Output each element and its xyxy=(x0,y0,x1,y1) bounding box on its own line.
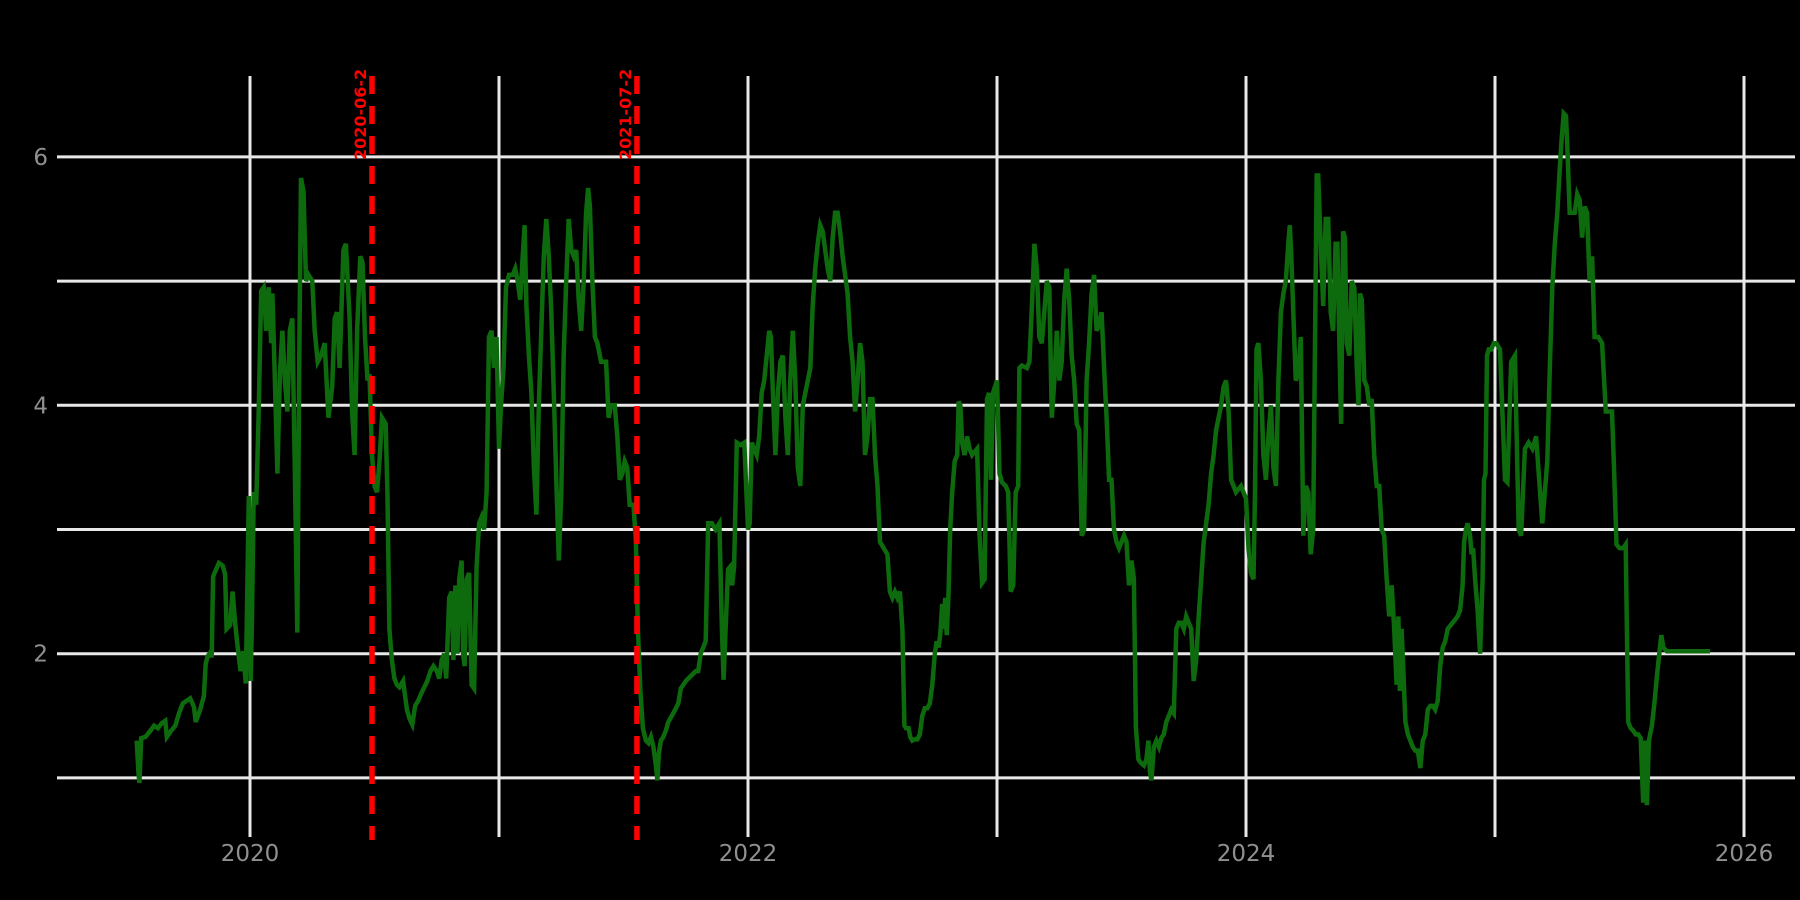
event-vline-label: 2020-06-2 xyxy=(351,69,370,160)
x-tick-label: 2020 xyxy=(221,841,280,867)
series-line xyxy=(134,108,1711,806)
event-vline-label: 2021-07-2 xyxy=(616,69,635,160)
y-tick-label: 4 xyxy=(33,393,48,419)
y-tick-label: 6 xyxy=(33,145,48,171)
y-tick-label: 2 xyxy=(33,642,48,668)
x-tick-label: 2022 xyxy=(719,841,778,867)
x-tick-label: 2024 xyxy=(1217,841,1276,867)
x-tick-label: 2026 xyxy=(1715,841,1774,867)
